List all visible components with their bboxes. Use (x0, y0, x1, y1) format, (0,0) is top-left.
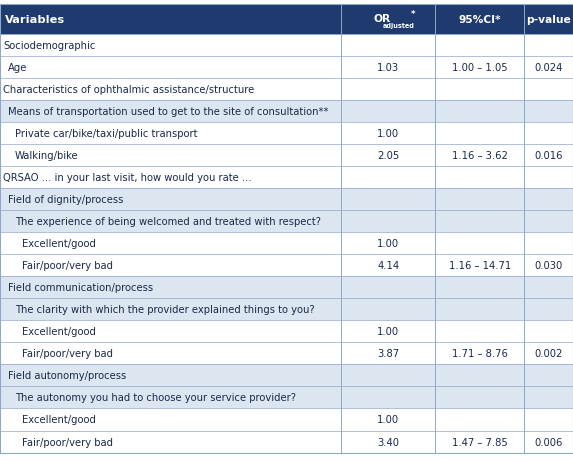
Text: The clarity with which the provider explained things to you?: The clarity with which the provider expl… (15, 305, 315, 315)
Bar (0, 5, 573, 35)
Text: Field of dignity/process: Field of dignity/process (8, 194, 123, 205)
Text: 0.030: 0.030 (535, 261, 563, 271)
Text: 1.16 – 3.62: 1.16 – 3.62 (452, 150, 508, 161)
Bar (0, 232, 573, 255)
Text: The autonomy you had to choose your service provider?: The autonomy you had to choose your serv… (15, 393, 296, 403)
Bar (0, 343, 573, 365)
Bar (0, 79, 573, 100)
Text: Excellent/good: Excellent/good (22, 414, 96, 425)
Bar (0, 431, 573, 452)
Bar (0, 387, 573, 408)
Text: 2.05: 2.05 (377, 150, 399, 161)
Text: 95%CI*: 95%CI* (458, 15, 501, 25)
Text: 1.00 – 1.05: 1.00 – 1.05 (452, 63, 508, 73)
Text: Excellent/good: Excellent/good (22, 326, 96, 337)
Bar (0, 123, 573, 144)
Text: *: * (411, 10, 415, 19)
Text: OR: OR (374, 14, 391, 24)
Text: Fair/poor/very bad: Fair/poor/very bad (22, 349, 113, 359)
Bar (0, 365, 573, 387)
Text: adjusted: adjusted (383, 23, 414, 29)
Text: Field autonomy/process: Field autonomy/process (8, 370, 126, 381)
Bar (0, 255, 573, 276)
Bar (0, 211, 573, 232)
Text: Age: Age (8, 63, 28, 73)
Text: 1.00: 1.00 (377, 326, 399, 337)
Text: Means of transportation used to get to the site of consultation**: Means of transportation used to get to t… (8, 106, 328, 117)
Bar (0, 320, 573, 343)
Text: 1.00: 1.00 (377, 129, 399, 139)
Text: Field communication/process: Field communication/process (8, 282, 153, 293)
Text: 0.024: 0.024 (535, 63, 563, 73)
Text: Private car/bike/taxi/public transport: Private car/bike/taxi/public transport (15, 129, 197, 139)
Bar (0, 167, 573, 189)
Text: Sociodemographic: Sociodemographic (3, 41, 96, 51)
Bar (0, 101, 573, 123)
Text: 1.71 – 8.76: 1.71 – 8.76 (452, 349, 508, 359)
Text: 1.16 – 14.71: 1.16 – 14.71 (449, 261, 511, 271)
Text: 0.002: 0.002 (535, 349, 563, 359)
Text: Excellent/good: Excellent/good (22, 238, 96, 249)
Text: 3.40: 3.40 (377, 437, 399, 447)
Text: Variables: Variables (5, 15, 65, 25)
Text: 0.016: 0.016 (535, 150, 563, 161)
Bar (0, 276, 573, 299)
Text: 1.00: 1.00 (377, 414, 399, 425)
Text: Fair/poor/very bad: Fair/poor/very bad (22, 437, 113, 447)
Bar (0, 35, 573, 56)
Text: Characteristics of ophthalmic assistance/structure: Characteristics of ophthalmic assistance… (3, 85, 254, 95)
Text: 1.00: 1.00 (377, 238, 399, 249)
Text: 1.47 – 7.85: 1.47 – 7.85 (452, 437, 508, 447)
Bar (0, 56, 573, 79)
Text: Fair/poor/very bad: Fair/poor/very bad (22, 261, 113, 271)
Text: The experience of being welcomed and treated with respect?: The experience of being welcomed and tre… (15, 217, 321, 227)
Bar (0, 189, 573, 211)
Text: QRSAO ... in your last visit, how would you rate ...: QRSAO ... in your last visit, how would … (3, 173, 252, 183)
Text: 3.87: 3.87 (377, 349, 399, 359)
Text: Walking/bike: Walking/bike (15, 150, 79, 161)
Bar (0, 299, 573, 320)
Text: 4.14: 4.14 (377, 261, 399, 271)
Bar (0, 144, 573, 167)
Text: 0.006: 0.006 (535, 437, 563, 447)
Text: 1.03: 1.03 (377, 63, 399, 73)
Text: p-value: p-value (526, 15, 571, 25)
Bar (0, 408, 573, 431)
